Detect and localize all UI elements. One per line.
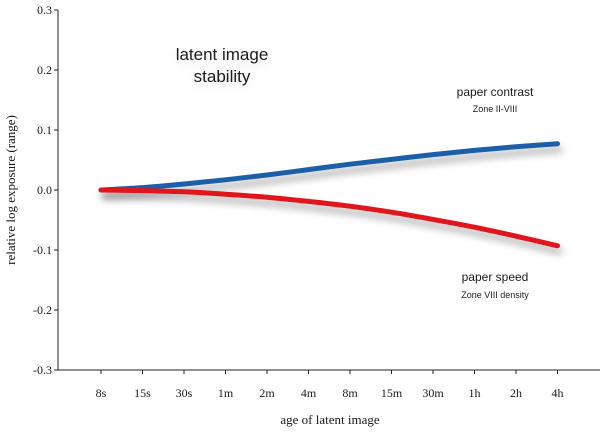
- y-axis-title: relative log exposure (range): [3, 115, 18, 265]
- x-axis-title: age of latent image: [280, 412, 379, 427]
- series-line-paper-speed: [98, 187, 560, 249]
- x-tick-label: 15s: [134, 386, 151, 400]
- x-tick-label: 8s: [96, 386, 107, 400]
- contrast-series-sublabel: Zone II-VIII: [473, 104, 518, 114]
- main-annotation: latent image stability: [176, 45, 269, 86]
- y-tick-label: 0.3: [37, 3, 52, 17]
- y-axis-ticks: 0.3 0.2 0.1 0.0 -0.1 -0.2 -0.3: [33, 3, 58, 377]
- y-tick-label: -0.1: [33, 243, 52, 257]
- y-tick-label: 0.1: [37, 123, 52, 137]
- y-tick-label: 0.2: [37, 63, 52, 77]
- x-axis-ticks: 8s 15s 30s 1m 2m 4m 8m 15m 30m 1h 2h 4h: [96, 370, 564, 400]
- x-tick-label: 15m: [381, 386, 403, 400]
- x-tick-label: 30m: [422, 386, 444, 400]
- x-tick-label: 1h: [469, 386, 481, 400]
- speed-series-sublabel: Zone VIII density: [461, 290, 529, 300]
- speed-series-label: paper speed: [462, 270, 529, 284]
- x-tick-label: 2h: [510, 386, 522, 400]
- main-annotation-line-1: latent image: [176, 45, 269, 64]
- y-tick-label: -0.2: [33, 303, 52, 317]
- x-tick-label: 4h: [552, 386, 564, 400]
- x-tick-label: 30s: [176, 386, 193, 400]
- x-tick-label: 2m: [259, 386, 275, 400]
- y-tick-label: -0.3: [33, 363, 52, 377]
- y-tick-label: 0.0: [37, 183, 52, 197]
- series-line-paper-contrast: [98, 141, 560, 193]
- x-tick-label: 4m: [301, 386, 317, 400]
- contrast-series-label: paper contrast: [457, 85, 534, 99]
- x-tick-label: 8m: [342, 386, 358, 400]
- series-layer: [98, 141, 560, 249]
- main-annotation-line-2: stability: [194, 67, 251, 86]
- x-tick-label: 1m: [218, 386, 234, 400]
